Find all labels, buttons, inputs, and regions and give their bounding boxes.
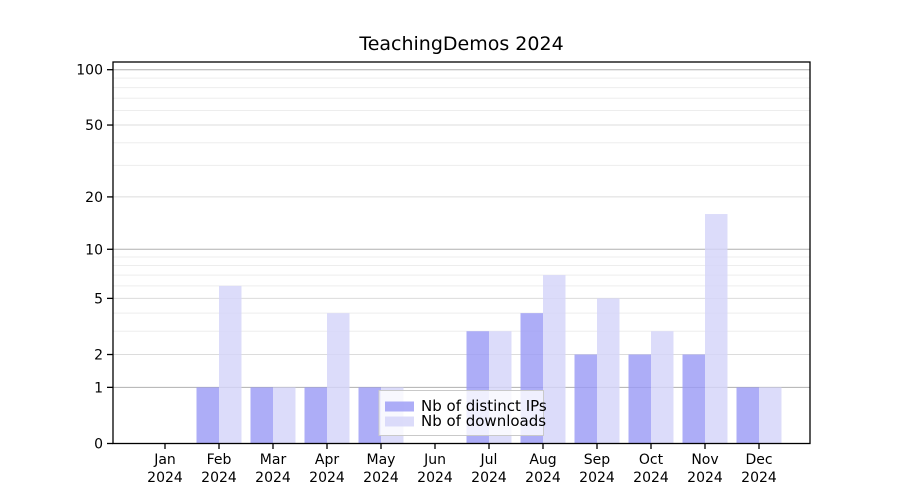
bar-nb-of-distinct-ips-sep xyxy=(574,354,597,444)
bar-nb-of-downloads-sep xyxy=(597,298,620,444)
bar-nb-of-downloads-feb xyxy=(219,285,242,444)
y-tick-label-5: 5 xyxy=(94,291,103,307)
y-tick-label-2: 2 xyxy=(94,348,103,364)
x-tick-sublabel-jan: 2024 xyxy=(147,470,183,486)
y-tick-label-0: 0 xyxy=(94,437,103,453)
x-tick-sublabel-sep: 2024 xyxy=(579,470,615,486)
x-tick-sublabel-dec: 2024 xyxy=(741,470,777,486)
bar-nb-of-downloads-apr xyxy=(327,313,350,444)
y-tick-label-100: 100 xyxy=(76,63,103,79)
bar-nb-of-distinct-ips-feb xyxy=(196,387,219,444)
bar-nb-of-distinct-ips-apr xyxy=(304,387,327,444)
x-tick-label-feb: Feb xyxy=(207,452,232,468)
bar-nb-of-downloads-oct xyxy=(651,331,674,444)
y-tick-label-20: 20 xyxy=(85,190,103,206)
x-tick-sublabel-nov: 2024 xyxy=(687,470,723,486)
x-tick-label-oct: Oct xyxy=(639,452,664,468)
legend-swatch-nb-of-distinct-ips xyxy=(385,401,414,412)
bar-nb-of-distinct-ips-nov xyxy=(682,354,705,444)
x-tick-label-apr: Apr xyxy=(315,452,339,468)
x-tick-sublabel-jun: 2024 xyxy=(417,470,453,486)
x-tick-label-aug: Aug xyxy=(529,452,556,468)
x-tick-label-jan: Jan xyxy=(153,452,176,468)
x-tick-sublabel-feb: 2024 xyxy=(201,470,237,486)
x-tick-label-may: May xyxy=(367,452,396,468)
x-tick-label-dec: Dec xyxy=(745,452,772,468)
y-tick-label-50: 50 xyxy=(85,118,103,134)
legend-box xyxy=(378,390,544,436)
x-tick-label-sep: Sep xyxy=(584,452,611,468)
x-tick-label-mar: Mar xyxy=(260,452,287,468)
y-tick-label-10: 10 xyxy=(85,242,103,258)
plot-border xyxy=(112,61,811,445)
bar-nb-of-downloads-mar xyxy=(273,387,296,444)
x-tick-sublabel-aug: 2024 xyxy=(525,470,561,486)
x-tick-label-jul: Jul xyxy=(480,452,498,468)
x-tick-label-jun: Jun xyxy=(423,452,446,468)
legend-label-nb-of-downloads: Nb of downloads xyxy=(421,412,546,430)
bar-nb-of-distinct-ips-mar xyxy=(250,387,273,444)
chart-title: TeachingDemos 2024 xyxy=(359,33,564,55)
legend-label-nb-of-distinct-ips: Nb of distinct IPs xyxy=(421,397,547,415)
x-tick-sublabel-apr: 2024 xyxy=(309,470,345,486)
bar-nb-of-distinct-ips-dec xyxy=(736,387,759,444)
x-tick-sublabel-oct: 2024 xyxy=(633,470,669,486)
bar-nb-of-downloads-dec xyxy=(759,387,782,444)
x-tick-label-nov: Nov xyxy=(691,452,718,468)
bar-nb-of-downloads-aug xyxy=(543,275,566,444)
x-tick-sublabel-may: 2024 xyxy=(363,470,399,486)
bar-nb-of-downloads-nov xyxy=(705,214,728,444)
x-tick-sublabel-mar: 2024 xyxy=(255,470,291,486)
bar-nb-of-distinct-ips-oct xyxy=(628,354,651,444)
y-tick-label-1: 1 xyxy=(94,380,103,396)
bar-nb-of-distinct-ips-may xyxy=(358,387,381,444)
legend-swatch-nb-of-downloads xyxy=(385,416,414,427)
x-tick-sublabel-jul: 2024 xyxy=(471,470,507,486)
